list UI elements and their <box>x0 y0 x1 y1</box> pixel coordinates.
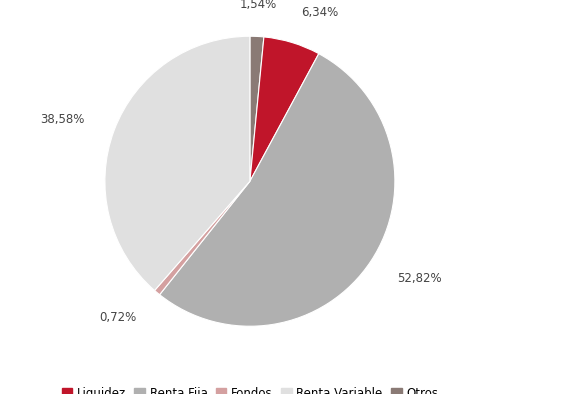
Text: 6,34%: 6,34% <box>302 6 339 19</box>
Wedge shape <box>155 181 250 295</box>
Legend: Liquidez, Renta Fija, Fondos, Renta Variable, Otros: Liquidez, Renta Fija, Fondos, Renta Vari… <box>58 384 442 394</box>
Wedge shape <box>159 54 395 326</box>
Text: 38,58%: 38,58% <box>40 113 84 126</box>
Text: 1,54%: 1,54% <box>240 0 277 11</box>
Text: 0,72%: 0,72% <box>99 310 136 323</box>
Wedge shape <box>250 36 264 181</box>
Text: 52,82%: 52,82% <box>397 272 442 285</box>
Wedge shape <box>250 37 319 181</box>
Wedge shape <box>105 36 250 290</box>
